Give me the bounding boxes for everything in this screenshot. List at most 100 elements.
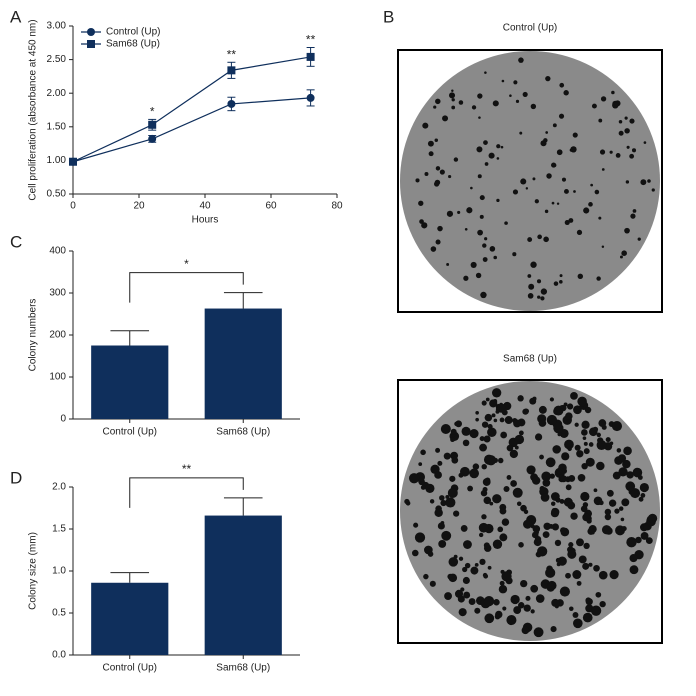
colony-dot bbox=[438, 539, 447, 548]
colony-dot bbox=[450, 437, 455, 443]
colony-dot bbox=[564, 439, 574, 450]
significance-label: ** bbox=[182, 462, 192, 476]
colony-dot bbox=[470, 186, 473, 190]
colony-dot bbox=[540, 296, 545, 301]
colony-dot bbox=[448, 557, 459, 567]
colony-dot bbox=[612, 102, 619, 109]
colony-dot bbox=[466, 207, 473, 214]
colony-dot bbox=[518, 430, 524, 436]
colony-dot bbox=[448, 573, 458, 583]
image-title: Control (Up) bbox=[503, 23, 557, 34]
colony-dot bbox=[585, 457, 595, 467]
colony-dot bbox=[555, 497, 561, 503]
legend-label: Sam68 (Up) bbox=[106, 39, 160, 50]
colony-dot bbox=[601, 168, 605, 171]
colony-dot bbox=[474, 607, 481, 614]
colony-dot bbox=[523, 605, 530, 612]
colony-dot bbox=[582, 612, 593, 623]
colony-dot bbox=[590, 605, 602, 616]
colony-dot bbox=[545, 567, 556, 578]
colony-dot bbox=[424, 171, 429, 176]
colony-dot bbox=[484, 237, 488, 241]
colony-dot bbox=[596, 461, 605, 471]
colony-dot bbox=[530, 609, 535, 614]
colony-dot bbox=[509, 449, 518, 459]
colony-dot bbox=[500, 145, 504, 149]
colony-dot bbox=[475, 410, 479, 415]
colony-dot bbox=[640, 532, 649, 540]
colony-dot bbox=[569, 606, 574, 612]
colony-dot bbox=[493, 418, 498, 423]
colony-dot bbox=[506, 475, 512, 480]
colony-dot bbox=[434, 138, 439, 142]
colony-dot bbox=[476, 146, 483, 153]
colony-dot bbox=[605, 437, 611, 443]
colony-dot bbox=[462, 439, 470, 447]
colony-dot bbox=[618, 506, 624, 511]
colony-dot bbox=[441, 530, 452, 541]
colony-dot bbox=[543, 522, 551, 531]
colony-dot bbox=[534, 433, 543, 441]
colony-dot bbox=[509, 94, 512, 97]
bar bbox=[204, 308, 282, 419]
colony-dot bbox=[458, 608, 467, 617]
colony-dot bbox=[455, 420, 462, 428]
y-axis-label: Cell proliferation (absorbance at 450 nm… bbox=[28, 19, 39, 200]
colony-dot bbox=[483, 140, 488, 145]
series-line bbox=[72, 56, 311, 163]
colony-dot bbox=[480, 489, 488, 497]
colony-dot bbox=[586, 518, 592, 524]
colony-dot bbox=[446, 453, 450, 458]
colony-dot bbox=[565, 484, 572, 491]
colony-dot bbox=[545, 131, 549, 134]
colony-dot bbox=[552, 123, 557, 128]
colony-dot bbox=[501, 571, 512, 582]
colony-dot bbox=[530, 584, 539, 593]
colony-dot bbox=[561, 177, 567, 182]
colony-dot bbox=[593, 488, 598, 493]
colony-dot bbox=[556, 469, 563, 475]
colony-dot bbox=[446, 210, 454, 217]
colony-dot bbox=[440, 499, 447, 507]
colony-dot bbox=[412, 549, 419, 557]
colony-dot bbox=[576, 229, 583, 236]
colony-dot bbox=[481, 421, 489, 428]
colony-dot bbox=[430, 246, 437, 252]
annotation: * bbox=[150, 105, 155, 119]
colony-dot bbox=[540, 140, 547, 147]
image-title: Sam68 (Up) bbox=[503, 354, 557, 365]
colony-dot bbox=[550, 626, 557, 633]
colony-dot bbox=[542, 531, 550, 539]
colony-dot bbox=[491, 413, 496, 418]
bar bbox=[91, 582, 169, 655]
colony-dot bbox=[483, 496, 492, 505]
colony-dot bbox=[561, 432, 566, 438]
legend-label: Control (Up) bbox=[106, 27, 160, 38]
colony-dot bbox=[434, 508, 443, 517]
colony-dot bbox=[445, 495, 450, 499]
colony-dot bbox=[590, 183, 594, 187]
colony-dot bbox=[482, 243, 487, 248]
colony-dot bbox=[621, 250, 627, 257]
colony-dot bbox=[576, 450, 584, 458]
error-bar bbox=[223, 497, 263, 516]
colony-dot bbox=[572, 570, 582, 580]
colony-dot bbox=[565, 412, 573, 420]
colony-dot bbox=[599, 600, 606, 608]
colony-dot bbox=[573, 405, 582, 415]
colony-dot bbox=[643, 141, 647, 144]
colony-dot bbox=[630, 213, 636, 219]
colony-dot bbox=[489, 246, 496, 252]
colony-dot bbox=[584, 406, 592, 414]
colony-dot bbox=[484, 162, 489, 166]
colony-dot bbox=[457, 210, 461, 214]
colony-dot bbox=[537, 295, 541, 299]
colony-dot bbox=[498, 457, 504, 464]
colony-dot bbox=[512, 252, 517, 257]
marker bbox=[87, 28, 95, 36]
colony-dot bbox=[574, 444, 581, 451]
x-axis-label: Hours bbox=[192, 215, 219, 226]
dish bbox=[400, 381, 660, 641]
colony-dot bbox=[437, 522, 445, 530]
colony-dot bbox=[583, 207, 590, 214]
